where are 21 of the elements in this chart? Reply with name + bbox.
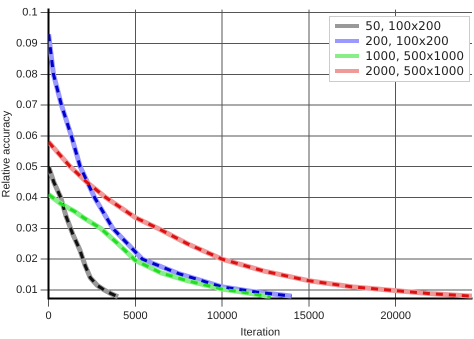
x-tick-label: 10000 — [206, 310, 238, 322]
x-tick-label: 5000 — [123, 310, 148, 322]
y-tick-label: 0.07 — [16, 99, 38, 112]
x-tick-label: 0 — [46, 310, 52, 322]
legend-label: 200, 100x200 — [365, 34, 449, 49]
y-tick-label: 0.04 — [16, 192, 38, 204]
legend-label: 2000, 500x1000 — [365, 64, 464, 79]
x-tick-label: 20000 — [380, 310, 411, 322]
x-tick-label: 15000 — [294, 310, 324, 322]
y-tick-label: 0.1 — [22, 6, 38, 19]
x-axis-title: Iteration — [240, 326, 280, 338]
y-axis-title: Relative accuracy — [0, 110, 13, 198]
y-tick-label: 0.02 — [16, 253, 38, 266]
legend-label: 50, 100x200 — [365, 18, 442, 34]
y-tick-label: 0.09 — [16, 38, 38, 50]
y-tick-label: 0.08 — [16, 68, 38, 80]
legend-label: 1000, 500x1000 — [365, 48, 464, 64]
y-tick-label: 0.03 — [16, 222, 38, 234]
y-tick-label: 0.05 — [16, 160, 38, 173]
y-tick-label: 0.01 — [16, 284, 38, 296]
y-tick-label: 0.06 — [16, 130, 38, 142]
